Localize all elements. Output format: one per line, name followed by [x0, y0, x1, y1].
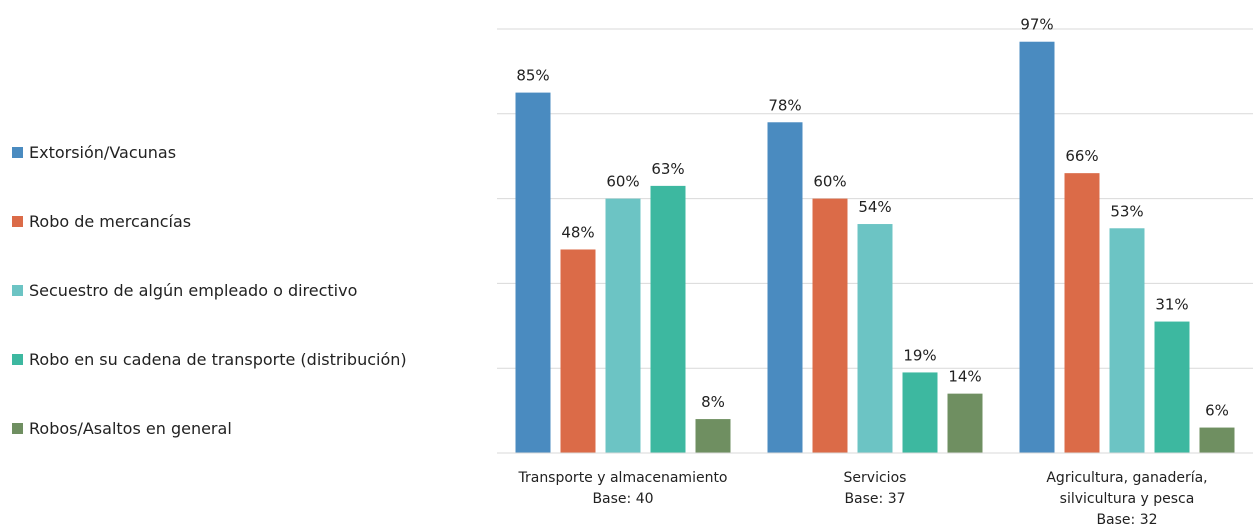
- data-label: 78%: [768, 96, 801, 114]
- data-label: 66%: [1065, 147, 1098, 165]
- data-label: 19%: [903, 346, 936, 364]
- bar: [1154, 321, 1190, 453]
- legend-swatch: [12, 422, 23, 434]
- category-label: Transporte y almacenamiento: [517, 470, 727, 486]
- data-label: 14%: [948, 368, 981, 386]
- bar: [767, 122, 803, 453]
- legend-item: Robos/Asaltos en general: [12, 416, 232, 440]
- bar: [812, 198, 848, 453]
- bar: [650, 185, 686, 453]
- legend-swatch: [12, 284, 23, 296]
- legend-item: Extorsión/Vacunas: [12, 140, 176, 164]
- bar: [1019, 41, 1055, 453]
- legend-swatch: [12, 146, 23, 158]
- data-label: 60%: [606, 173, 639, 191]
- data-label: 48%: [561, 223, 594, 241]
- category-label: Agricultura, ganadería,: [1046, 470, 1207, 486]
- bar: [515, 92, 551, 453]
- data-label: 53%: [1110, 202, 1143, 220]
- data-label: 31%: [1155, 296, 1188, 314]
- bar: [605, 198, 641, 453]
- legend-label: Robo de mercancías: [29, 211, 192, 231]
- legend-label: Robos/Asaltos en general: [29, 418, 232, 438]
- bar: [1109, 228, 1145, 453]
- bar: [1199, 427, 1235, 453]
- data-label: 6%: [1205, 402, 1229, 420]
- category-label: silvicultura y pesca: [1060, 491, 1195, 507]
- bar: [560, 249, 596, 453]
- data-label: 60%: [813, 173, 846, 191]
- legend-label: Robo en su cadena de transporte (distrib…: [29, 349, 407, 369]
- legend-label: Secuestro de algún empleado o directivo: [29, 280, 358, 300]
- category-label: Base: 40: [592, 491, 653, 507]
- bar: [902, 372, 938, 453]
- category-label: Servicios: [844, 470, 907, 486]
- bar: [857, 224, 893, 453]
- data-label: 85%: [516, 67, 549, 85]
- legend-item: Secuestro de algún empleado o directivo: [12, 278, 357, 302]
- data-label: 54%: [858, 198, 891, 216]
- legend-item: Robo en su cadena de transporte (distrib…: [12, 347, 407, 371]
- legend-swatch: [12, 215, 23, 227]
- category-label: Base: 32: [1096, 512, 1157, 528]
- legend-swatch: [12, 353, 23, 365]
- data-label: 97%: [1020, 16, 1053, 34]
- category-label: Base: 37: [844, 491, 905, 507]
- data-label: 8%: [701, 393, 725, 411]
- data-label: 63%: [651, 160, 684, 178]
- legend-label: Extorsión/Vacunas: [29, 142, 177, 162]
- legend-item: Robo de mercancías: [12, 209, 191, 233]
- bar: [1064, 173, 1100, 453]
- bar: [695, 419, 731, 453]
- bar: [947, 393, 983, 453]
